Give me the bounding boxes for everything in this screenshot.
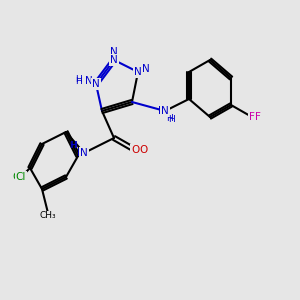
Text: Cl: Cl (13, 172, 23, 182)
Text: O: O (131, 145, 139, 155)
Text: Cl: Cl (16, 172, 26, 182)
Text: H: H (75, 75, 82, 84)
Text: N: N (142, 64, 149, 74)
Text: N: N (134, 67, 142, 77)
Text: H: H (168, 115, 174, 124)
Text: H: H (69, 141, 76, 150)
Text: N: N (80, 148, 88, 158)
Text: H: H (70, 141, 77, 150)
Text: H: H (75, 76, 82, 85)
Text: N: N (77, 148, 85, 158)
Text: N: N (85, 76, 92, 86)
Text: CH₃: CH₃ (40, 212, 56, 220)
Text: N: N (92, 79, 100, 89)
Text: F: F (255, 112, 261, 122)
Text: N: N (161, 106, 169, 116)
Text: N: N (158, 106, 166, 116)
Text: H: H (166, 114, 173, 123)
Text: N: N (110, 47, 118, 58)
Text: F: F (249, 112, 255, 122)
Text: N: N (110, 55, 118, 65)
Text: O: O (140, 145, 148, 155)
